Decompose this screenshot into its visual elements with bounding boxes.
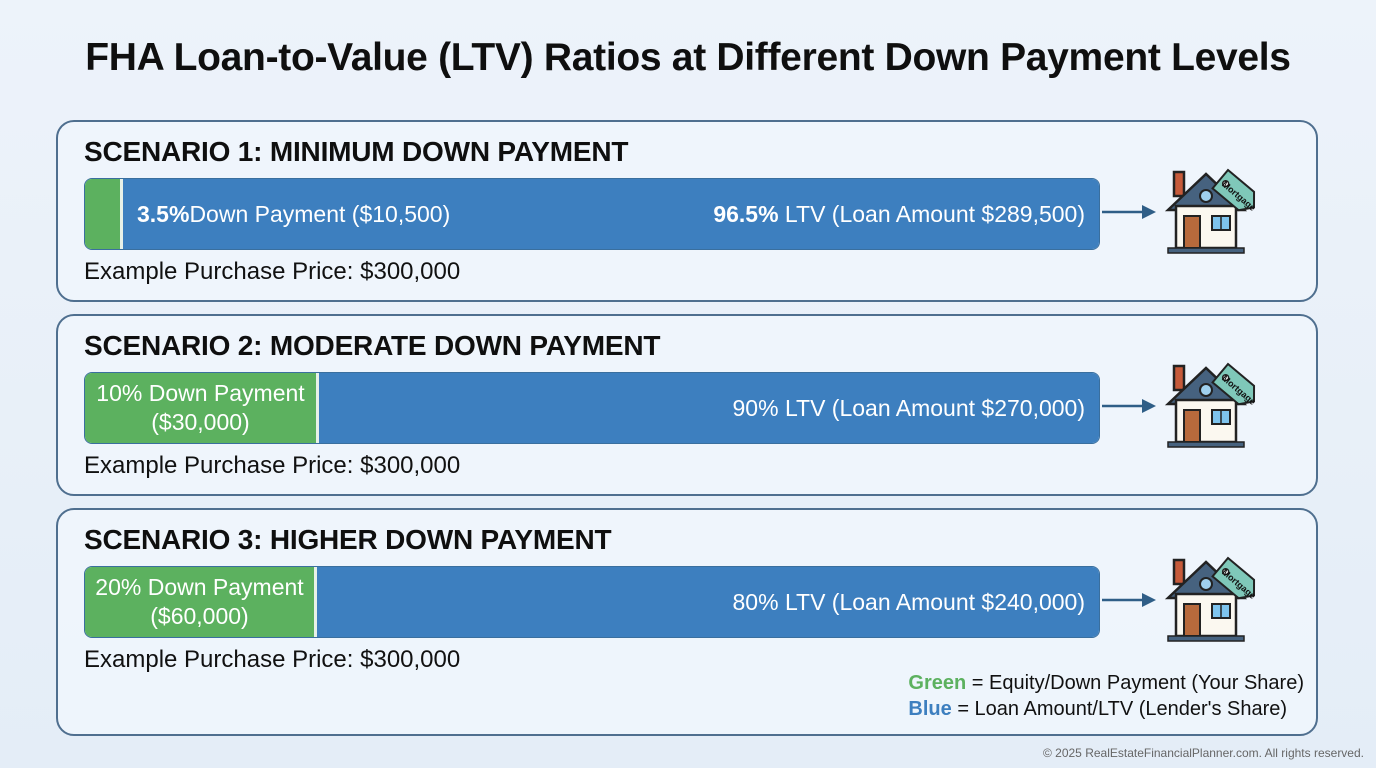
page-title: FHA Loan-to-Value (LTV) Ratios at Differ…: [85, 36, 1291, 79]
house-mortgage-icon: Mortgage: [1164, 556, 1258, 642]
bar-segment-loan: 96.5% LTV (Loan Amount $289,500): [123, 179, 1099, 249]
legend-item-green: Green = Equity/Down Payment (Your Share): [908, 672, 1304, 694]
arrow-icon: [1102, 593, 1156, 607]
bar-segment-loan: 80% LTV (Loan Amount $240,000): [317, 567, 1099, 637]
purchase-price-label: Example Purchase Price: $300,000: [84, 452, 461, 479]
down-payment-label: 3.5% Down Payment ($10,500): [137, 200, 451, 227]
purchase-price-label: Example Purchase Price: $300,000: [84, 258, 461, 285]
purchase-price-label: Example Purchase Price: $300,000: [84, 646, 461, 673]
scenario-panel-3: SCENARIO 3: HIGHER DOWN PAYMENT 20% Down…: [56, 508, 1318, 736]
bar-segment-down-payment: [85, 179, 123, 249]
arrow-icon: [1102, 205, 1156, 219]
loan-label: 90% LTV (Loan Amount $270,000): [732, 394, 1085, 421]
bar-segment-loan: 90% LTV (Loan Amount $270,000): [319, 373, 1099, 443]
stacked-bar: 10% Down Payment ($30,000) 90% LTV (Loan …: [84, 372, 1100, 444]
scenario-panel-1: SCENARIO 1: MINIMUM DOWN PAYMENT 96.5% L…: [56, 120, 1318, 302]
copyright-footer: © 2025 RealEstateFinancialPlanner.com. A…: [1042, 746, 1364, 760]
stacked-bar: 20% Down Payment ($60,000) 80% LTV (Loan …: [84, 566, 1100, 638]
loan-label: 96.5% LTV (Loan Amount $289,500): [713, 200, 1085, 227]
loan-label: 80% LTV (Loan Amount $240,000): [732, 588, 1085, 615]
arrow-icon: [1102, 399, 1156, 413]
house-mortgage-icon: Mortgage: [1164, 362, 1258, 448]
legend: Green = Equity/Down Payment (Your Share)…: [908, 670, 1304, 722]
scenario-title: SCENARIO 2: MODERATE DOWN PAYMENT: [84, 330, 661, 361]
bar-segment-down-payment: 10% Down Payment ($30,000): [85, 373, 319, 443]
stacked-bar: 96.5% LTV (Loan Amount $289,500) 3.5% Do…: [84, 178, 1100, 250]
scenario-panel-2: SCENARIO 2: MODERATE DOWN PAYMENT 10% Do…: [56, 314, 1318, 496]
bar-segment-down-payment: 20% Down Payment ($60,000): [85, 567, 317, 637]
scenario-title: SCENARIO 1: MINIMUM DOWN PAYMENT: [84, 136, 629, 167]
scenario-title: SCENARIO 3: HIGHER DOWN PAYMENT: [84, 524, 612, 555]
legend-item-blue: Blue = Loan Amount/LTV (Lender's Share): [908, 698, 1288, 720]
house-mortgage-icon: Mortgage: [1164, 168, 1258, 254]
